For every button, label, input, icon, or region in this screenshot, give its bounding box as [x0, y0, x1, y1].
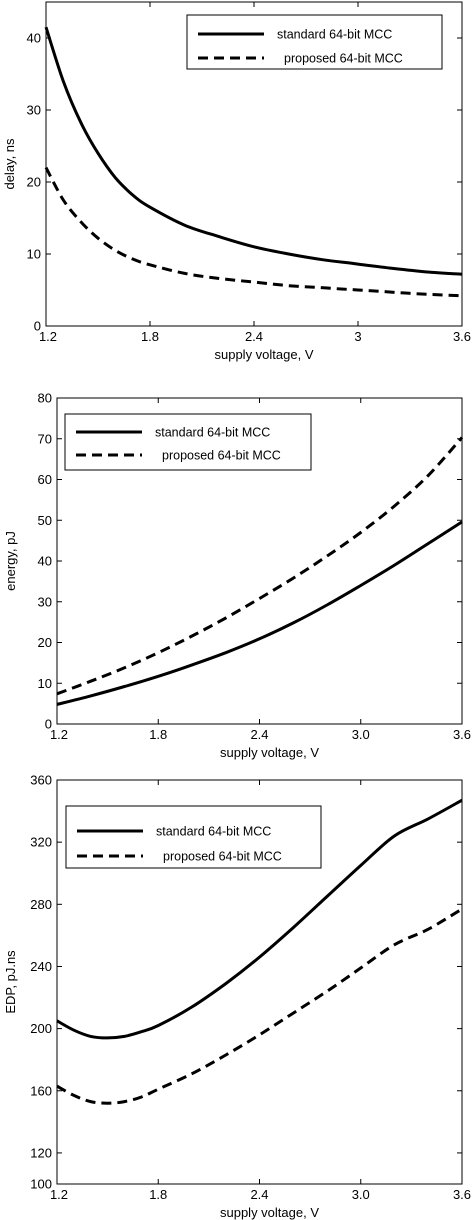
legend: standard 64-bit MCC proposed 64-bit MCC [65, 805, 322, 869]
x-axis-label: supply voltage, V [220, 1205, 319, 1220]
y-tick-label: 320 [30, 835, 52, 850]
y-axis-label: energy, pJ [3, 531, 18, 591]
y-axis-label: EDP, pJ.ns [3, 950, 18, 1014]
y-tick-label: 80 [38, 391, 52, 406]
x-tick-label: 1.8 [141, 329, 159, 344]
x-tick-label: 1.8 [149, 1187, 167, 1202]
x-tick-label: 3 [354, 329, 361, 344]
x-tick-label: 1.2 [50, 1187, 68, 1202]
x-tick-label: 3.6 [453, 727, 471, 742]
legend-box [65, 805, 322, 869]
y-tick-label: 0 [45, 717, 52, 732]
series-line-standard [44, 26, 463, 276]
y-tick-label: 70 [38, 431, 52, 446]
x-tick-label: 2.4 [250, 1187, 268, 1202]
legend-label-standard: standard 64-bit MCC [155, 426, 270, 440]
x-tick-label: 1.8 [149, 727, 167, 742]
y-tick-label: 0 [34, 319, 41, 334]
legend: standard 64-bit MCC proposed 64-bit MCC [186, 14, 443, 70]
chart-panel-3: 1.2 1.8 2.4 3.0 3.6 100 120 160 200 240 280 320 360 s… [3, 773, 471, 1220]
x-axis-label: supply voltage, V [220, 745, 319, 760]
y-tick-label: 100 [30, 1177, 52, 1192]
y-tick-label: 40 [38, 554, 52, 569]
chart-panel-1: 1.2 1.8 2.4 3 3.6 0 10 20 30 40 supply voltage, V d… [2, 1, 471, 362]
y-tick-label: 240 [30, 959, 52, 974]
y-tick-label: 360 [30, 773, 52, 788]
x-tick-label: 3.0 [352, 727, 370, 742]
legend-label-standard: standard 64-bit MCC [156, 825, 271, 839]
legend-label-proposed: proposed 64-bit MCC [162, 449, 281, 463]
y-tick-label: 30 [38, 594, 52, 609]
x-tick-label: 3.6 [453, 1187, 471, 1202]
x-tick-label: 3.6 [453, 329, 471, 344]
x-tick-label: 2.4 [245, 329, 263, 344]
series-line-standard [56, 520, 463, 706]
x-tick-label: 1.2 [50, 727, 68, 742]
x-tick-label: 1.2 [39, 329, 57, 344]
y-tick-label: 10 [27, 247, 41, 262]
y-tick-label: 280 [30, 897, 52, 912]
y-tick-label: 40 [27, 31, 41, 46]
y-tick-label: 120 [30, 1145, 52, 1160]
series-line-proposed [56, 436, 464, 696]
legend-box [64, 413, 312, 471]
y-tick-label: 20 [38, 635, 52, 650]
y-axis-label: delay, ns [2, 138, 17, 190]
x-tick-label: 3.0 [352, 1187, 370, 1202]
legend-label-proposed: proposed 64-bit MCC [284, 52, 403, 66]
legend-label-proposed: proposed 64-bit MCC [163, 850, 282, 864]
x-axis-label: supply voltage, V [214, 347, 313, 362]
series-line-standard [56, 798, 463, 1040]
y-tick-label: 60 [38, 472, 52, 487]
y-tick-label: 160 [30, 1083, 52, 1098]
legend-label-standard: standard 64-bit MCC [277, 28, 392, 42]
legend-box [186, 14, 443, 70]
y-tick-label: 30 [27, 103, 41, 118]
series-line-proposed [56, 907, 463, 1105]
y-tick-label: 200 [30, 1021, 52, 1036]
y-tick-label: 20 [27, 175, 41, 190]
legend: standard 64-bit MCC proposed 64-bit MCC [64, 413, 312, 471]
x-tick-label: 2.4 [250, 727, 268, 742]
chart-panel-2: 1.2 1.8 2.4 3.0 3.6 0 10 20 30 40 50 60 70 80 supply v… [3, 391, 471, 761]
series-line-proposed [44, 166, 463, 298]
y-tick-label: 10 [38, 676, 52, 691]
y-tick-label: 50 [38, 513, 52, 528]
